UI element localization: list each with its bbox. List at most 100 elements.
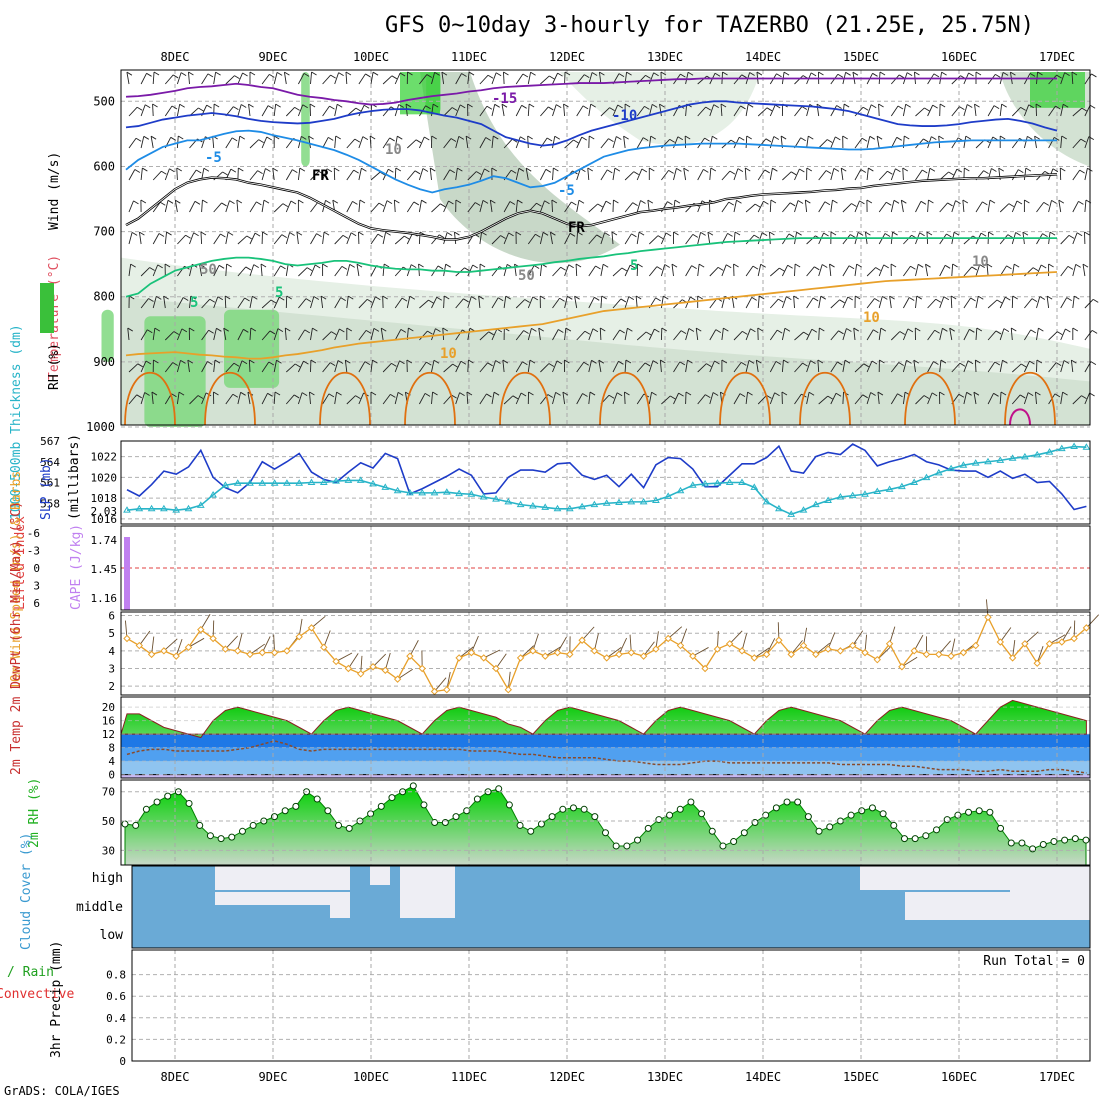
wind-barb-flag bbox=[455, 199, 462, 204]
wind-barb-flag bbox=[1048, 263, 1054, 268]
series-line-cyan bbox=[126, 445, 1087, 516]
wind-barb bbox=[465, 136, 469, 149]
wind-barb bbox=[285, 107, 295, 117]
wind-barb-flag bbox=[723, 327, 729, 332]
wind-barb bbox=[273, 104, 277, 117]
wind-barb bbox=[1072, 395, 1082, 405]
wind-barb bbox=[358, 105, 365, 117]
wind-barb-flag bbox=[1030, 329, 1036, 334]
wind-barb bbox=[358, 361, 366, 373]
rh-marker bbox=[345, 824, 353, 832]
wind-barb bbox=[152, 233, 160, 245]
wind-barb-flag bbox=[687, 71, 694, 76]
wind-barb-flag bbox=[613, 199, 619, 204]
wind-barb-flag bbox=[522, 73, 529, 78]
wind-barb-flag bbox=[449, 169, 456, 174]
wind-barb bbox=[564, 201, 572, 213]
wind-barb bbox=[745, 135, 748, 149]
wind-barb-flag bbox=[140, 199, 147, 204]
wind-barb bbox=[745, 203, 756, 213]
wind-speed-marker bbox=[209, 634, 217, 643]
wind-barb-flag bbox=[505, 295, 512, 300]
wind-barb bbox=[890, 393, 898, 405]
wind-barb bbox=[830, 136, 836, 149]
wind-barb-10m bbox=[532, 633, 539, 651]
wind-barb-flag bbox=[824, 201, 831, 206]
wind-barb-flag bbox=[583, 361, 589, 366]
wind-barb bbox=[431, 297, 438, 309]
thickness-marker bbox=[467, 490, 476, 497]
wind-barb-flag bbox=[442, 327, 448, 332]
wind-barb bbox=[576, 105, 584, 117]
slp-tick: 1018 bbox=[91, 492, 118, 505]
wind-barb bbox=[491, 136, 494, 149]
wind-barb-flag bbox=[309, 103, 316, 108]
wind-barb-flag bbox=[468, 71, 475, 76]
thickness-marker bbox=[270, 479, 279, 486]
wind-barb bbox=[310, 72, 312, 85]
wind-barb bbox=[370, 360, 373, 373]
wind-barb-flag bbox=[305, 298, 312, 303]
isotherm-loop bbox=[404, 371, 456, 426]
rh-marker bbox=[377, 802, 385, 810]
wind-barb bbox=[237, 104, 242, 117]
wind-barb-flag bbox=[133, 200, 139, 205]
wind-barb bbox=[237, 329, 244, 341]
wind-barb bbox=[733, 393, 741, 405]
wind-barb bbox=[915, 296, 918, 309]
wind-barb-10m bbox=[1036, 646, 1044, 664]
slp-ylabels: 1000-500mb Thickness (dm) SLP (mb) bbox=[9, 324, 54, 520]
wind-barb-flag bbox=[425, 105, 431, 110]
wind-barb bbox=[769, 231, 771, 245]
wind-barb bbox=[1023, 392, 1029, 405]
wind-barb-flag bbox=[450, 138, 457, 142]
wind-barb bbox=[346, 169, 355, 181]
thickness-marker bbox=[688, 481, 697, 488]
wind-barb-flag bbox=[865, 231, 871, 236]
wind-barb-flag bbox=[806, 167, 813, 172]
isotherm-loop bbox=[319, 371, 371, 426]
wind-speed-marker bbox=[147, 650, 156, 659]
contour-label: -10 bbox=[612, 108, 637, 124]
wind-speed-marker bbox=[233, 647, 242, 655]
wind-barb bbox=[648, 392, 653, 405]
wind-barb bbox=[479, 168, 485, 181]
wind-barb-flag bbox=[550, 231, 556, 236]
rh-marker bbox=[879, 810, 887, 818]
ylabel-cloud: Cloud Cover (%) bbox=[19, 833, 34, 950]
cloud-level-low: low bbox=[100, 928, 124, 943]
wind-barb bbox=[576, 362, 585, 373]
rh-marker bbox=[858, 807, 866, 815]
rh-marker bbox=[548, 813, 556, 821]
wind-barb bbox=[1024, 329, 1032, 341]
wind-barb-flag bbox=[714, 72, 721, 77]
wind-barb-flag bbox=[399, 72, 406, 77]
wind-barb-flag bbox=[301, 135, 307, 140]
wind-barb-flag bbox=[705, 394, 711, 399]
wind-barb-flag bbox=[811, 328, 818, 333]
wind-barb-flag bbox=[980, 232, 987, 237]
wind-barb-flag bbox=[728, 201, 735, 206]
wind-barb bbox=[842, 296, 849, 309]
wind-barb-flag bbox=[528, 103, 535, 108]
wind-barb bbox=[503, 264, 508, 277]
wind-barb-flag bbox=[257, 170, 263, 175]
wind-barb bbox=[370, 328, 375, 341]
wind-barb-flag bbox=[772, 167, 778, 172]
wind-barb-flag bbox=[808, 391, 815, 396]
wind-barb-flag bbox=[490, 199, 496, 204]
cloud-gap bbox=[1010, 866, 1090, 892]
wind-barb-flag bbox=[921, 169, 928, 174]
thickness-marker bbox=[701, 479, 709, 487]
wind-barb-flag bbox=[656, 266, 663, 271]
run-total: Run Total = 0 bbox=[983, 954, 1085, 969]
wind-barb bbox=[479, 362, 488, 373]
wind-barb bbox=[152, 202, 161, 213]
rh-marker bbox=[623, 842, 631, 850]
wind-barb-flag bbox=[1054, 393, 1061, 398]
rh-marker bbox=[868, 804, 876, 812]
wind-barb bbox=[721, 201, 730, 213]
wind-barb bbox=[697, 232, 702, 245]
wind-barb-flag bbox=[1055, 105, 1061, 110]
